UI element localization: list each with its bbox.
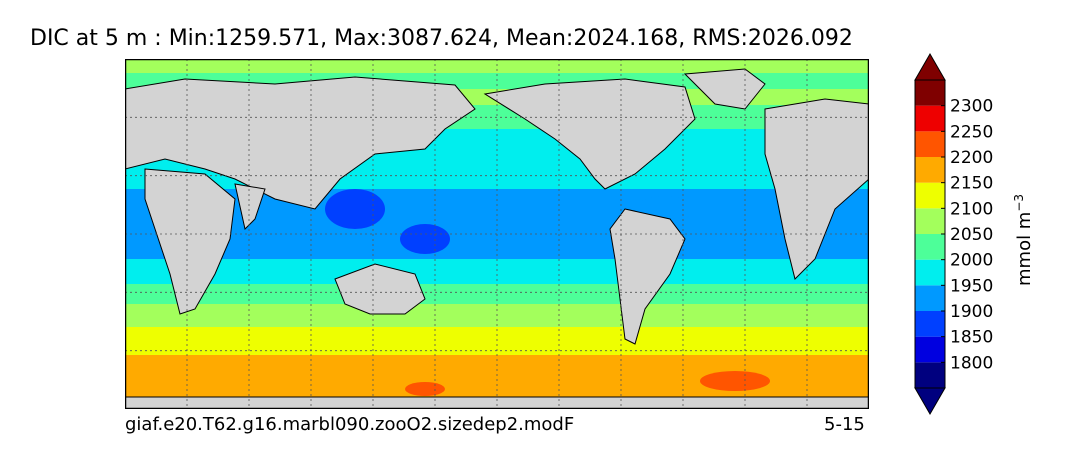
colorbar-tick-label: 1850 <box>950 328 993 348</box>
ocean-patch <box>700 371 770 391</box>
colorbar-tick-label: 2250 <box>950 122 993 142</box>
map-panel <box>124 58 870 410</box>
land-area <box>124 396 870 410</box>
colorbar-tick-label: 1950 <box>950 276 993 296</box>
colorbar-extend-max <box>914 52 946 81</box>
colorbar-segment <box>915 80 945 106</box>
ocean-map <box>124 58 870 410</box>
colorbar-tick-label: 1800 <box>950 353 993 373</box>
colorbar-segment <box>915 259 945 286</box>
colorbar-tick-label: 2000 <box>950 251 993 271</box>
colorbar-segment <box>915 208 945 234</box>
land-area <box>483 78 696 190</box>
map-frame <box>124 58 870 410</box>
colorbar-unit: mmol m−3 <box>1012 193 1035 286</box>
land-area <box>124 76 476 210</box>
map-grid <box>125 59 869 409</box>
colorbar-segment <box>915 336 945 363</box>
colorbar-tick-label: 2200 <box>950 148 993 168</box>
colorbar-segment <box>915 311 945 337</box>
land-area <box>334 263 426 315</box>
colorbar-segment <box>915 362 945 388</box>
colorbar-tick-label: 2050 <box>950 225 993 245</box>
ocean-patch <box>400 224 450 254</box>
land-area <box>234 183 266 230</box>
colorbar-segment <box>915 157 945 183</box>
colorbar-segment <box>915 182 945 209</box>
ocean-patch <box>325 189 385 229</box>
colorbar-extend-min <box>914 387 946 416</box>
land-area <box>609 208 686 345</box>
land-area <box>144 168 236 315</box>
colorbar-segment <box>915 131 945 157</box>
case-name: giaf.e20.T62.g16.marbl090.zooO2.sizedep2… <box>125 414 575 435</box>
colorbar-segment <box>915 234 945 260</box>
colorbar-tick-label: 2100 <box>950 199 993 219</box>
colorbar-segment <box>915 285 945 311</box>
colorbar-tick-label: 1900 <box>950 302 993 322</box>
colorbar-tick-label: 2150 <box>950 174 993 194</box>
colorbar-segment <box>915 105 945 132</box>
period-label: 5-15 <box>824 414 865 435</box>
ocean-patch <box>405 382 445 396</box>
colorbar: 1800 1850 1900 1950 2000 2050 2100 2150 2200 2250… <box>912 52 993 416</box>
chart-title: DIC at 5 m : Min:1259.571, Max:3087.624,… <box>30 26 853 51</box>
colorbar-tick-label: 2300 <box>950 97 993 117</box>
